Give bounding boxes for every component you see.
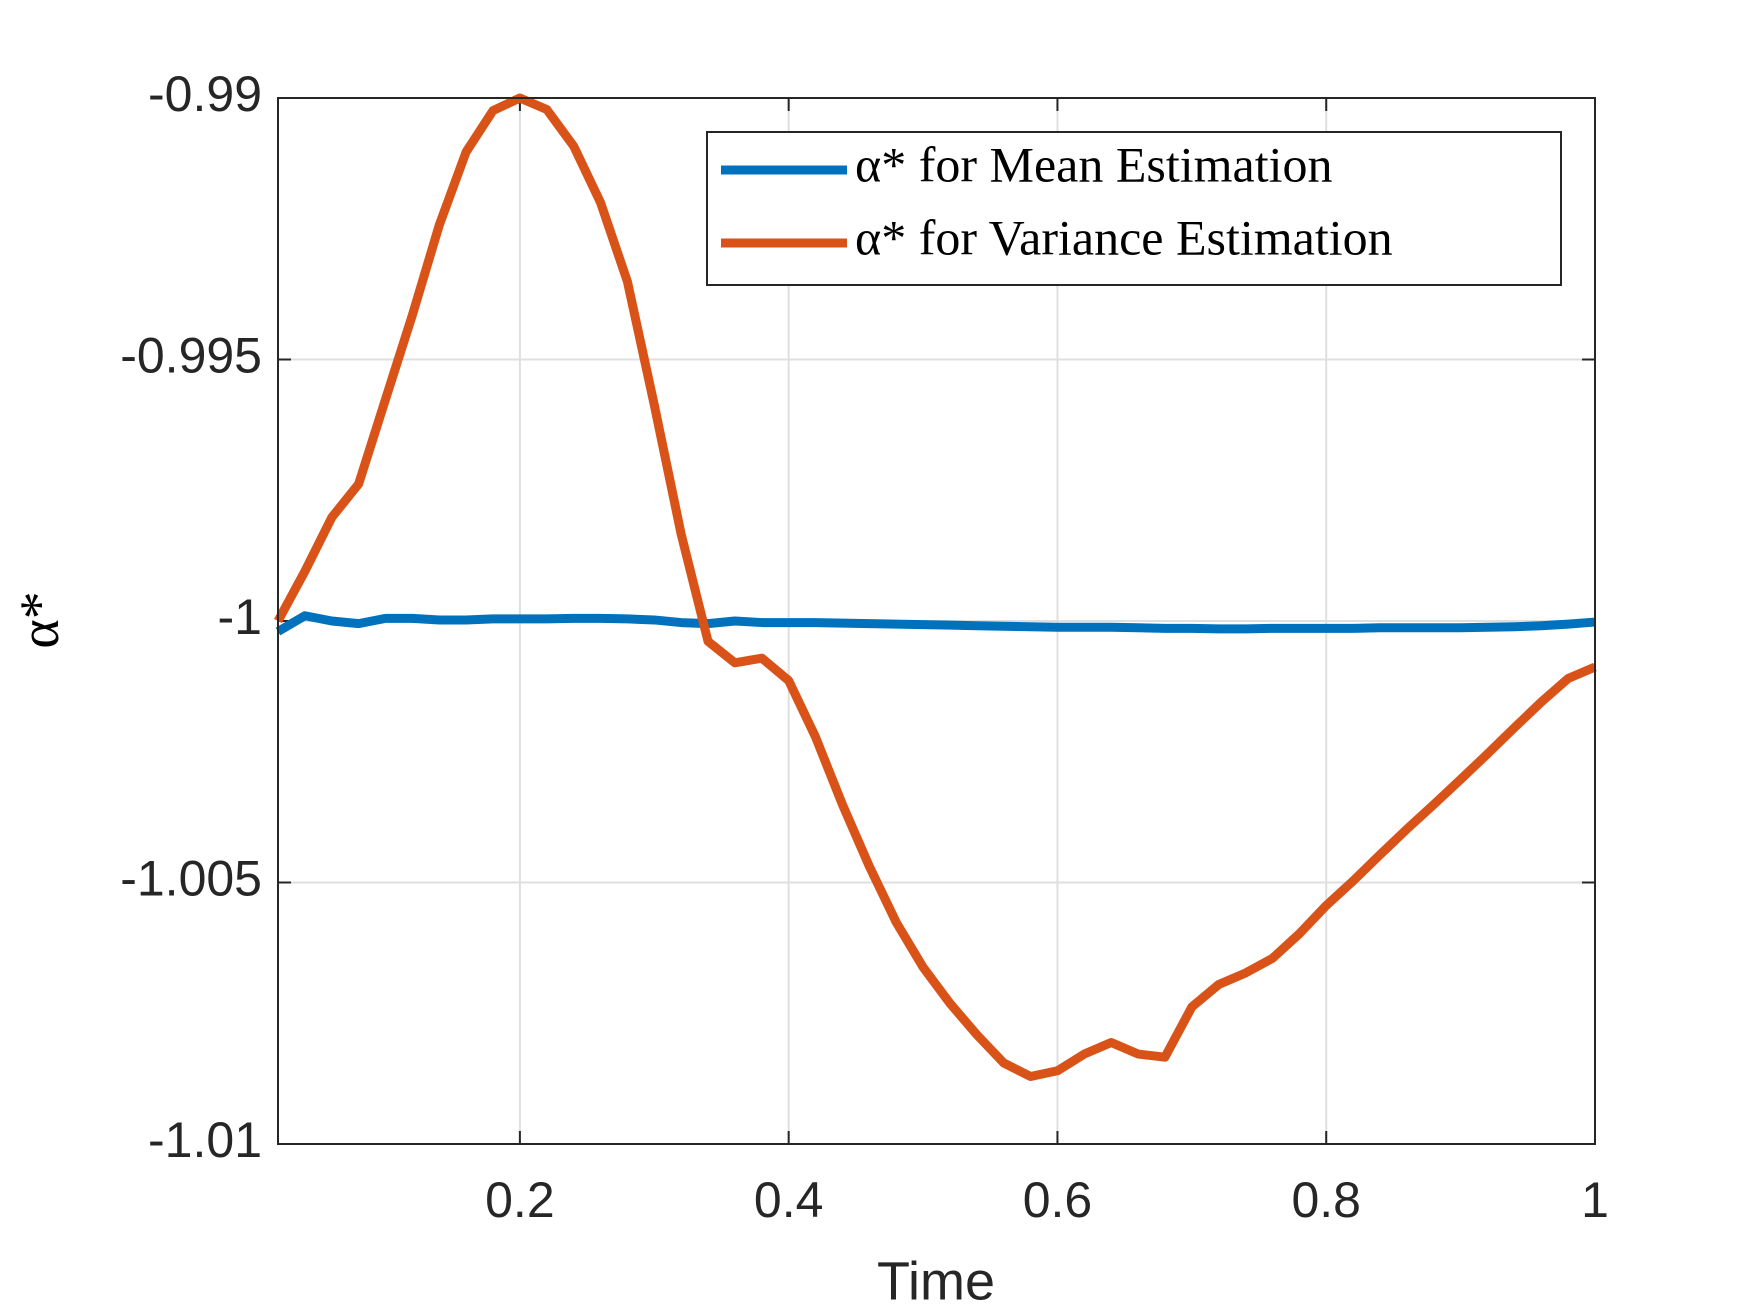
x-tick-label: 0.6 <box>1023 1172 1093 1228</box>
line-series <box>275 611 1596 636</box>
y-tick-label: -1.01 <box>148 1112 262 1168</box>
y-tick-label: -0.99 <box>148 66 262 122</box>
x-tick-label: 1 <box>1581 1172 1609 1228</box>
line-series <box>274 93 1597 1082</box>
legend-box <box>706 131 1562 286</box>
x-tick-label: 0.2 <box>485 1172 555 1228</box>
x-tick-label: 0.4 <box>754 1172 824 1228</box>
y-tick-label: -1.005 <box>120 851 262 907</box>
legend: α* for Mean Estimation α* for Variance Es… <box>706 131 1562 286</box>
y-tick-label: -1 <box>218 589 262 645</box>
y-tick-label: -0.995 <box>120 328 262 384</box>
legend-label: α* for Mean Estimation <box>855 136 1333 192</box>
legend-label: α* for Variance Estimation <box>855 209 1393 265</box>
x-axis-label: Time <box>877 1251 995 1311</box>
axes-box <box>277 97 1596 1145</box>
x-tick-label: 0.8 <box>1291 1172 1361 1228</box>
y-axis-label: α* <box>9 591 71 648</box>
